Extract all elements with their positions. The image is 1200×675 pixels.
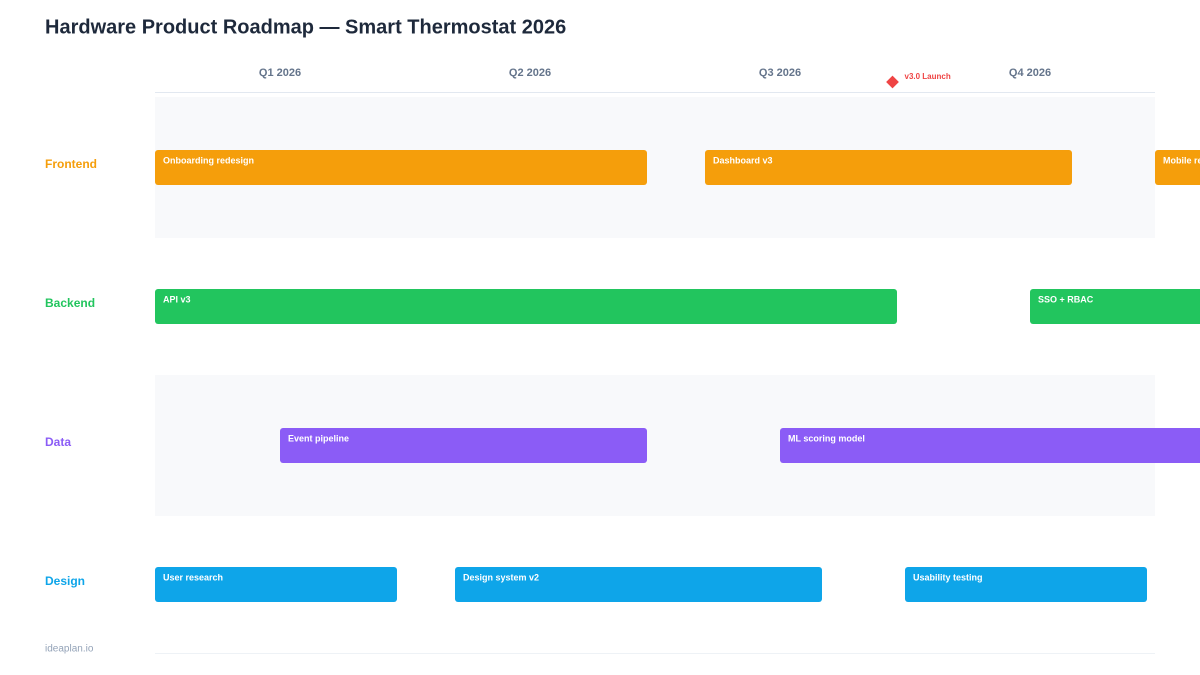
task-label: Design system v2 — [463, 572, 539, 582]
task-label: SSO + RBAC — [1038, 294, 1094, 304]
task-bar — [780, 428, 1200, 463]
row-label: Design — [45, 574, 85, 588]
task-bar — [155, 567, 397, 602]
task-label: Event pipeline — [288, 433, 349, 443]
x-tick-label: Q2 2026 — [509, 67, 551, 79]
task-label: Mobile re — [1163, 155, 1200, 165]
milestone-label: v3.0 Launch — [905, 72, 951, 81]
task-label: User research — [163, 572, 223, 582]
task-label: Usability testing — [913, 572, 983, 582]
task-bar — [1155, 150, 1200, 185]
task-bar — [155, 289, 897, 324]
x-tick-label: Q3 2026 — [759, 67, 801, 79]
x-tick-label: Q1 2026 — [259, 67, 301, 79]
row-label: Frontend — [45, 157, 97, 171]
task-bar — [280, 428, 647, 463]
task-label: ML scoring model — [788, 433, 865, 443]
row-label: Data — [45, 435, 71, 449]
milestone — [886, 75, 899, 89]
task-bar — [155, 150, 647, 185]
task-label: API v3 — [163, 294, 191, 304]
task-label: Dashboard v3 — [713, 155, 773, 165]
x-tick-label: Q4 2026 — [1009, 67, 1051, 79]
footer: ideaplan.io — [45, 644, 94, 655]
task-bar — [905, 567, 1147, 602]
task-bar — [1030, 289, 1200, 324]
task-bar — [705, 150, 1072, 185]
task-label: Onboarding redesign — [163, 155, 254, 165]
task-bar — [455, 567, 822, 602]
chart-title: Hardware Product Roadmap — Smart Thermos… — [45, 16, 566, 38]
row-label: Backend — [45, 296, 95, 310]
